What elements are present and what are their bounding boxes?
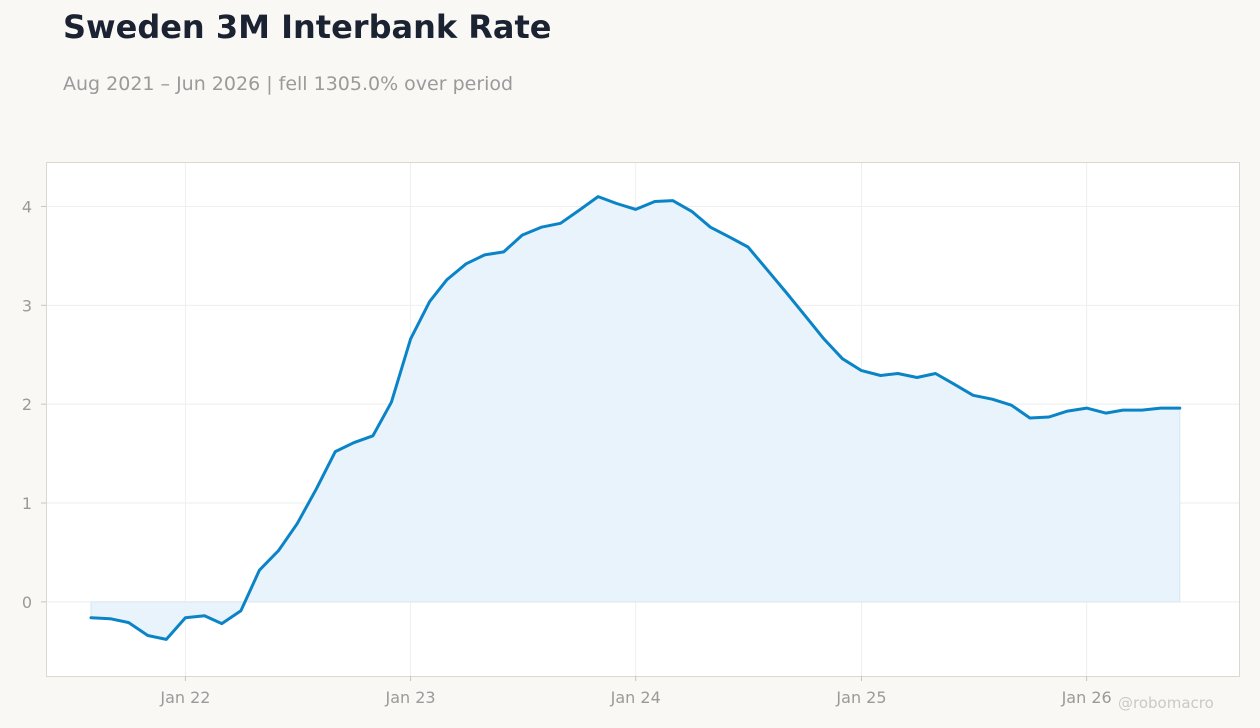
x-tick-label: Jan 25 — [835, 688, 886, 707]
y-axis-ticks: 0 1 2 3 4 — [22, 197, 46, 612]
series-line — [89, 195, 1182, 641]
y-tick-label: 4 — [22, 197, 32, 216]
watermark: @robomacro — [1118, 694, 1214, 712]
x-tick-label: Jan 23 — [385, 688, 436, 707]
page-title: Sweden 3M Interbank Rate — [63, 8, 552, 46]
y-tick-label: 2 — [22, 395, 32, 414]
x-axis-ticks: Jan 22 Jan 23 Jan 24 Jan 25 Jan 26 — [159, 676, 1112, 707]
series-line-path — [89, 195, 1182, 641]
chart-subtitle: Aug 2021 – Jun 2026 | fell 1305.0% over … — [63, 73, 514, 95]
x-tick-label: Jan 24 — [610, 688, 661, 707]
y-tick-label: 0 — [22, 593, 32, 612]
y-tick-label: 1 — [22, 494, 32, 513]
y-tick-label: 3 — [22, 296, 32, 315]
x-tick-label: Jan 26 — [1061, 688, 1112, 707]
x-tick-label: Jan 22 — [159, 688, 210, 707]
plot-frame — [46, 162, 1240, 677]
